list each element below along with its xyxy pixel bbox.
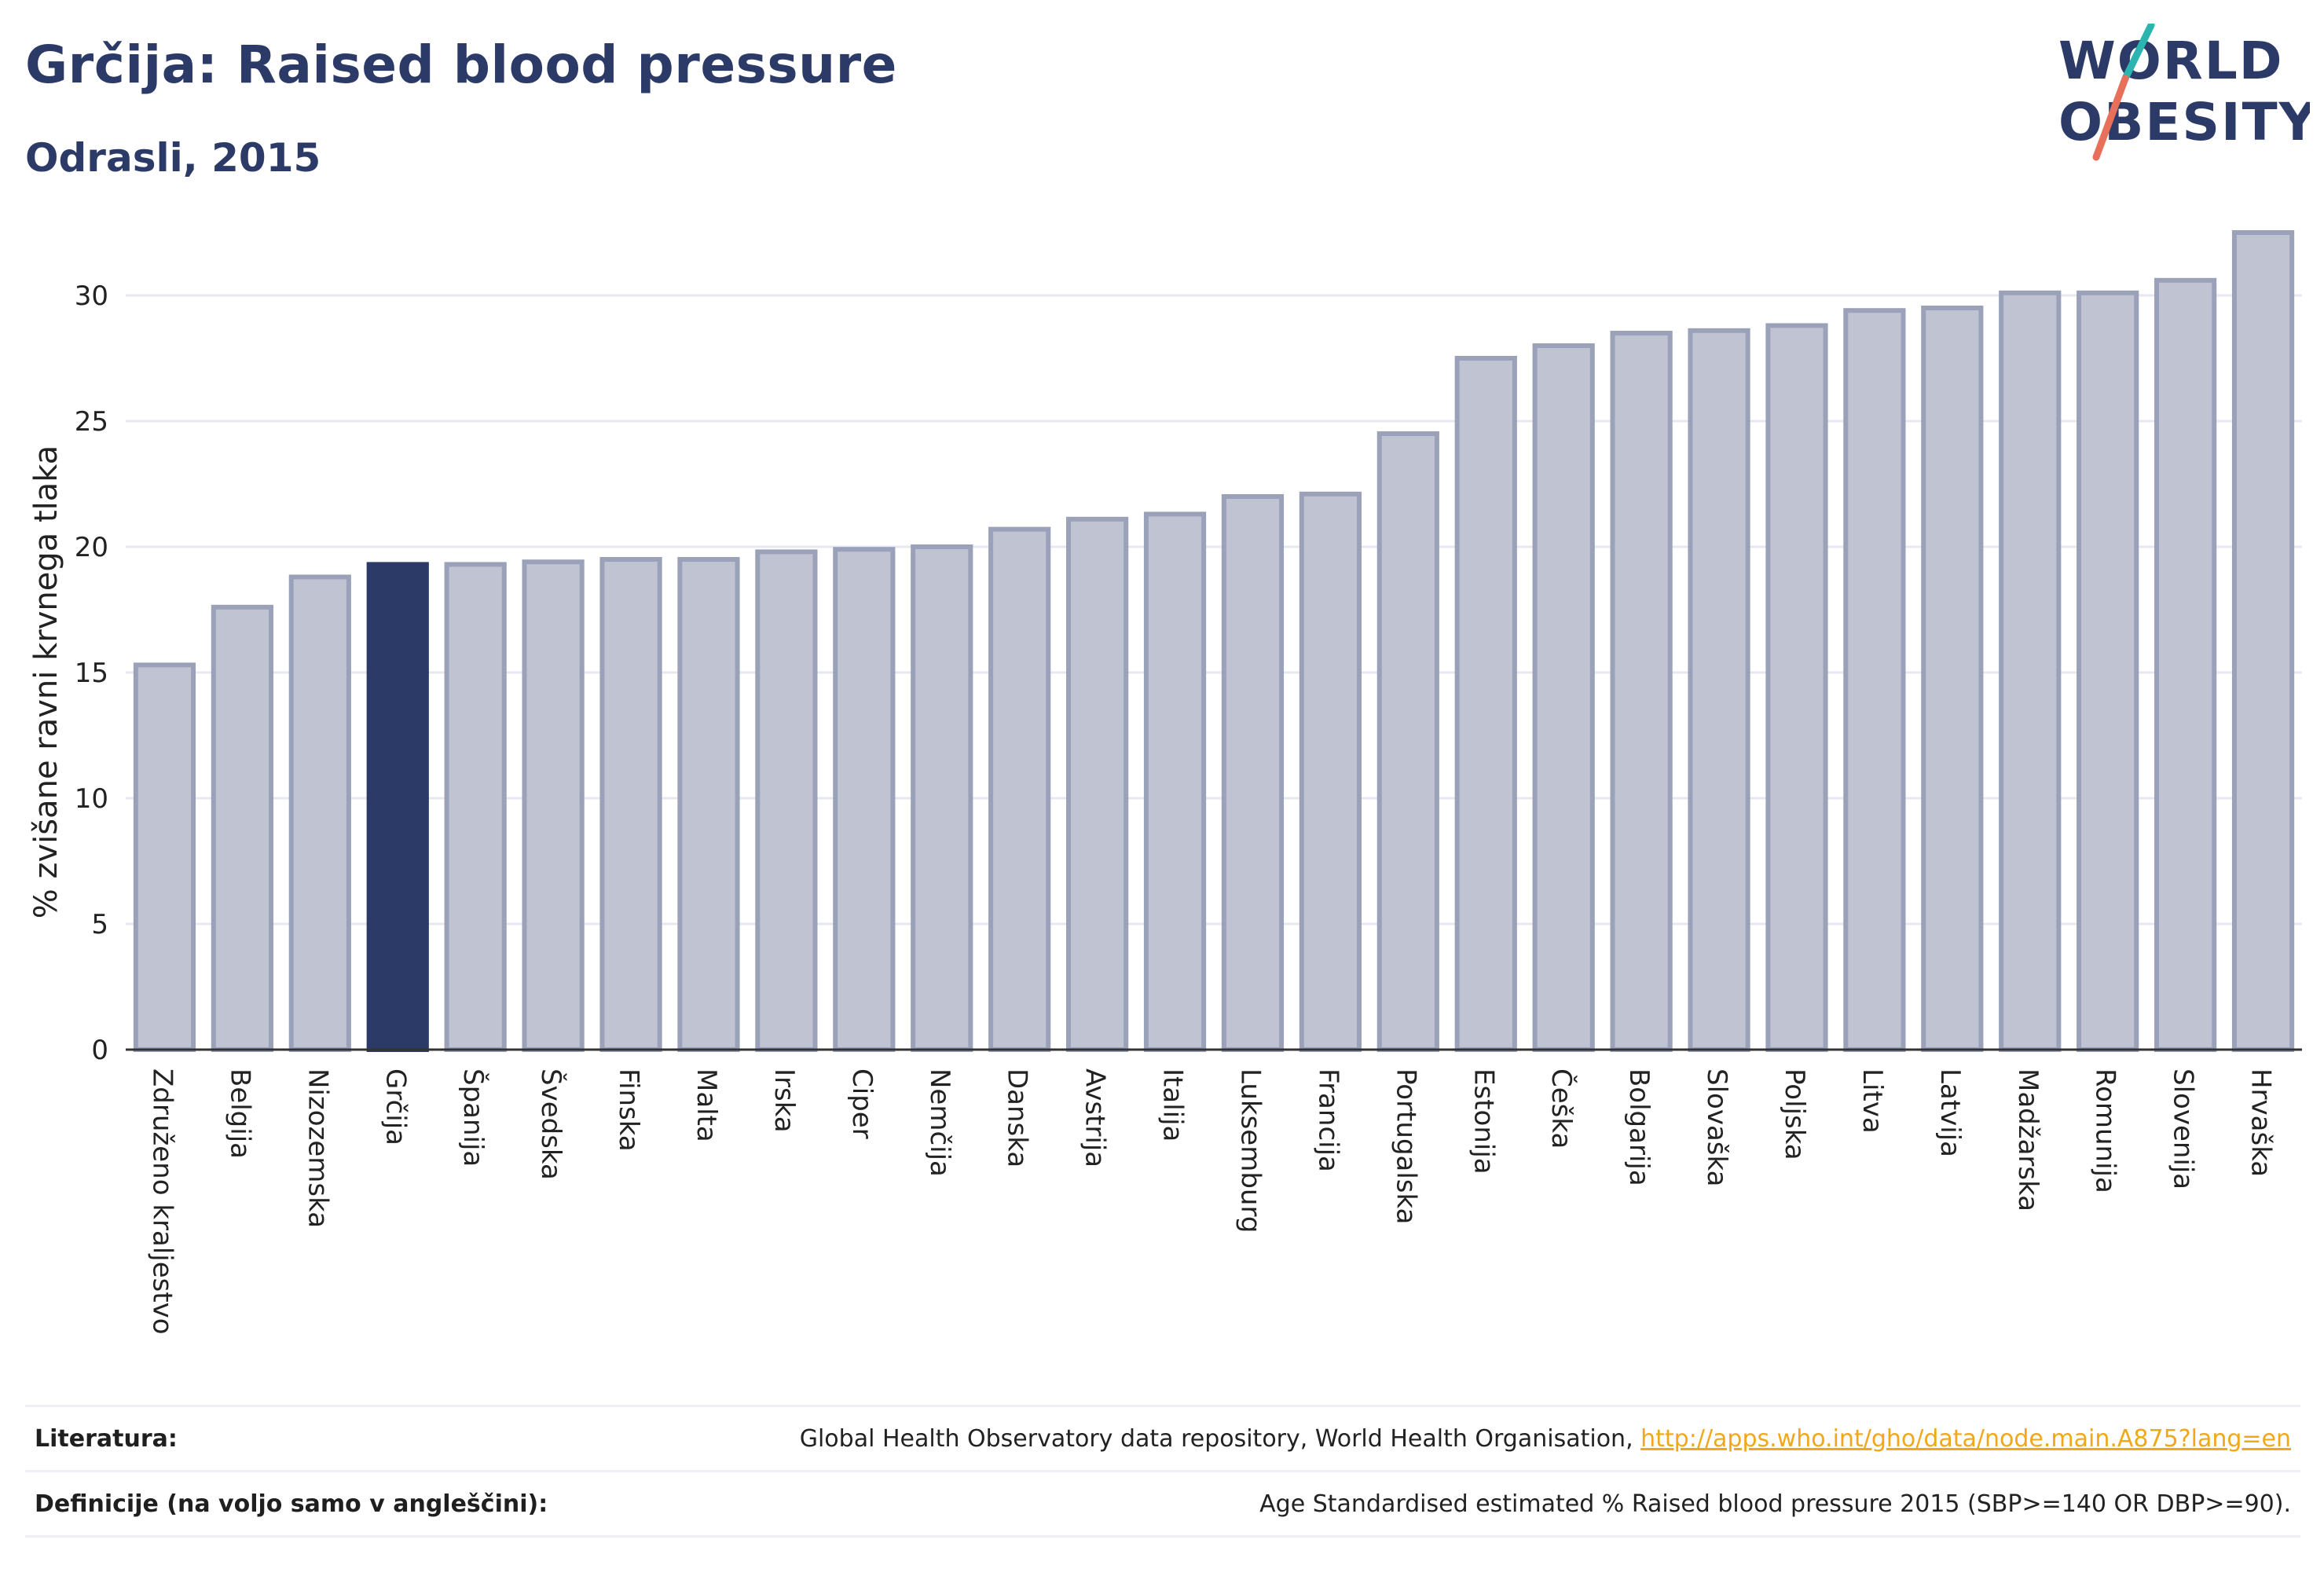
bar-Bolgarija <box>1610 331 1673 1052</box>
x-tick-label: Luksemburg <box>1234 1068 1266 1233</box>
sources-link[interactable]: http://apps.who.int/gho/data/node.main.A… <box>1640 1424 2291 1453</box>
x-tick-label: Belgija <box>224 1068 255 1159</box>
definitions-row: Definicije (na voljo samo v angleščini):… <box>25 1470 2300 1538</box>
x-tick-label: Irska <box>768 1068 800 1133</box>
bar-Luksemburg <box>1221 494 1285 1052</box>
bar-Madžarska <box>1999 290 2062 1052</box>
bar-Romunija <box>2077 290 2139 1052</box>
logo-slash-top <box>2121 24 2155 82</box>
x-tick-label: Litva <box>1857 1068 1888 1134</box>
y-tick-label: 10 <box>75 783 108 815</box>
bar-Belgija <box>211 604 273 1052</box>
x-tick-label: Slovaška <box>1701 1068 1732 1186</box>
y-tick-label: 20 <box>75 532 108 563</box>
bar-Švedska <box>522 559 585 1052</box>
x-tick-label: Estonija <box>1468 1068 1499 1175</box>
sources-value: Global Health Observatory data repositor… <box>800 1425 2291 1453</box>
definitions-label: Definicije (na voljo samo v angleščini): <box>35 1490 548 1518</box>
x-tick-label: Združeno kraljestvo <box>146 1068 178 1335</box>
bar-Ciper <box>833 547 896 1052</box>
sources-text: Global Health Observatory data repositor… <box>799 1424 1641 1453</box>
x-tick-label: Avstrija <box>1080 1068 1111 1167</box>
y-tick-label: 25 <box>75 406 108 438</box>
x-tick-label: Nizozemska <box>302 1068 333 1228</box>
x-tick-label: Francija <box>1312 1068 1343 1172</box>
footer: Literatura: Global Health Observatory da… <box>25 1405 2300 1538</box>
sources-label: Literatura: <box>35 1424 178 1453</box>
x-tick-label: Češka <box>1545 1068 1578 1149</box>
bar-Poljska <box>1765 323 1828 1052</box>
definitions-text: Age Standardised estimated % Raised bloo… <box>1259 1490 2291 1518</box>
y-tick-label: 15 <box>75 658 108 689</box>
y-tick-label: 5 <box>91 909 108 940</box>
bar-Latvija <box>1921 306 1984 1052</box>
x-axis-labels: Združeno kraljestvo Belgija Nizozemska Grči… <box>146 1068 2276 1335</box>
bar-Litva <box>1843 308 1906 1052</box>
bar-Nizozemska <box>288 574 351 1052</box>
bar-Estonija <box>1454 356 1517 1052</box>
x-tick-label: Finska <box>613 1068 644 1152</box>
x-tick-label: Švedska <box>535 1068 567 1180</box>
bar-Francija <box>1299 491 1362 1052</box>
y-tick-label: 30 <box>75 280 108 312</box>
bar-chart: 0 5 10 15 20 25 30 Združeno kraljestvo Belgija N… <box>28 230 2302 1335</box>
bar-Malta <box>677 557 740 1052</box>
x-tick-label: Bolgarija <box>1623 1068 1655 1186</box>
x-tick-label: Latvija <box>1934 1068 1966 1157</box>
x-tick-label: Poljska <box>1779 1068 1810 1160</box>
bar-Združeno kraljestvo <box>133 662 196 1053</box>
logo-text-line1: WORLD <box>2058 31 2284 91</box>
bar-Nemčija <box>911 544 973 1052</box>
bar-Slovaška <box>1688 328 1750 1052</box>
x-tick-label: Slovenija <box>2168 1068 2199 1189</box>
x-tick-label: Španija <box>457 1068 489 1167</box>
x-tick-label: Italija <box>1157 1068 1189 1142</box>
world-obesity-logo: WORLD OBESITY <box>2058 24 2310 161</box>
sources-row: Literatura: Global Health Observatory da… <box>25 1405 2300 1470</box>
bar-Avstrija <box>1066 516 1129 1052</box>
bar-Hrvaška <box>2231 230 2295 1052</box>
x-tick-label: Ciper <box>846 1068 878 1139</box>
x-tick-label: Romunija <box>2090 1068 2121 1193</box>
chart-title: Grčija: Raised blood pressure <box>25 35 897 95</box>
bar-Portugalska <box>1376 431 1439 1052</box>
bar-Irska <box>755 549 818 1052</box>
bars <box>133 230 2295 1053</box>
x-tick-label: Grčija <box>379 1068 411 1145</box>
bar-Finska <box>599 557 662 1052</box>
x-tick-label: Nemčija <box>924 1068 955 1177</box>
bar-Grčija <box>366 562 429 1052</box>
logo-slash-bottom <box>2092 75 2129 161</box>
bar-Slovenija <box>2154 277 2217 1052</box>
bar-Češka <box>1532 343 1595 1052</box>
x-tick-label: Hrvaška <box>2245 1068 2277 1177</box>
y-axis-title: % zvišane ravni krvnega tlaka <box>28 445 64 918</box>
y-tick-label: 0 <box>91 1035 108 1066</box>
y-axis-ticks: 0 5 10 15 20 25 30 <box>75 280 108 1066</box>
bar-Italija <box>1143 511 1207 1052</box>
x-tick-label: Madžarska <box>2012 1068 2044 1211</box>
chart-subtitle: Odrasli, 2015 <box>25 135 321 181</box>
bar-Danska <box>988 526 1051 1052</box>
x-tick-label: Malta <box>691 1068 722 1142</box>
x-tick-label: Danska <box>1002 1068 1033 1167</box>
x-tick-label: Portugalska <box>1390 1068 1421 1224</box>
bar-Španija <box>444 562 507 1052</box>
